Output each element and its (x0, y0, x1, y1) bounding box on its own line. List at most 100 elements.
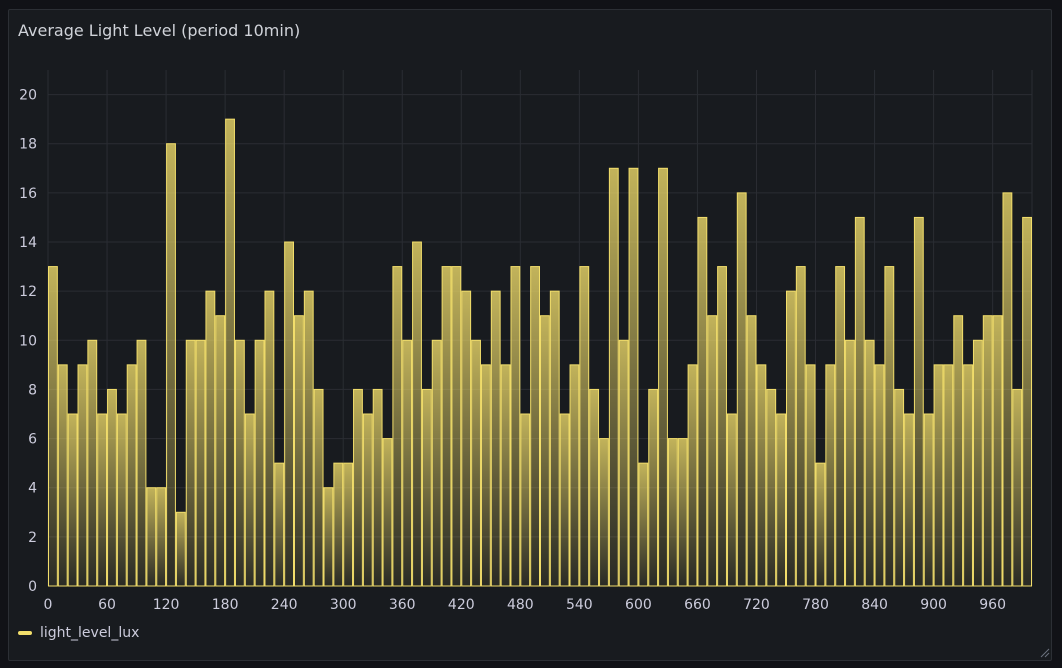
bar[interactable] (963, 364, 973, 587)
bar[interactable] (549, 290, 560, 587)
bar[interactable] (559, 413, 570, 587)
bar[interactable] (382, 438, 393, 587)
bar[interactable] (1012, 388, 1023, 587)
bar[interactable] (471, 339, 481, 587)
resize-handle-icon[interactable] (1040, 648, 1050, 658)
bar[interactable] (530, 266, 540, 587)
bar[interactable] (97, 413, 108, 587)
bar[interactable] (136, 339, 147, 587)
bar[interactable] (1002, 192, 1013, 587)
bar[interactable] (953, 315, 964, 587)
bar[interactable] (87, 339, 98, 587)
bar[interactable] (274, 462, 285, 587)
bar[interactable] (234, 339, 245, 587)
bar[interactable] (618, 339, 629, 587)
bar[interactable] (894, 388, 905, 587)
bar[interactable] (717, 266, 727, 587)
bar[interactable] (480, 364, 491, 587)
bar[interactable] (323, 487, 334, 587)
bar[interactable] (835, 266, 846, 587)
bar[interactable] (933, 364, 944, 587)
bar[interactable] (205, 290, 216, 587)
bar[interactable] (825, 364, 836, 587)
bar[interactable] (795, 266, 806, 587)
bar[interactable] (166, 143, 176, 587)
bar[interactable] (116, 413, 127, 587)
bar[interactable] (520, 413, 531, 587)
bar[interactable] (372, 388, 383, 587)
bar[interactable] (303, 290, 314, 587)
bar[interactable] (353, 388, 363, 587)
bar[interactable] (923, 413, 934, 587)
bar[interactable] (579, 266, 590, 587)
bar[interactable] (845, 339, 855, 587)
bar[interactable] (225, 118, 235, 587)
bar[interactable] (215, 315, 226, 587)
bar[interactable] (431, 339, 442, 587)
bar[interactable] (786, 290, 796, 587)
bar[interactable] (313, 388, 324, 587)
bar[interactable] (569, 364, 580, 587)
bar[interactable] (185, 339, 196, 587)
bar[interactable] (490, 290, 501, 587)
bar[interactable] (677, 438, 688, 587)
bar[interactable] (461, 290, 472, 587)
bar[interactable] (982, 315, 993, 587)
bar[interactable] (658, 167, 668, 587)
bar[interactable] (402, 339, 413, 587)
bar[interactable] (343, 462, 354, 587)
bar[interactable] (510, 266, 521, 587)
bar[interactable] (599, 438, 609, 587)
bar[interactable] (156, 487, 167, 587)
bar[interactable] (333, 462, 344, 587)
bar[interactable] (57, 364, 68, 587)
bar[interactable] (421, 388, 432, 587)
bar[interactable] (500, 364, 511, 587)
legend[interactable]: light_level_lux (18, 625, 139, 641)
bar[interactable] (972, 339, 983, 587)
bar[interactable] (451, 266, 462, 587)
bar[interactable] (815, 462, 826, 587)
bar[interactable] (874, 364, 885, 587)
bar[interactable] (195, 339, 206, 587)
bar[interactable] (392, 266, 403, 587)
bar[interactable] (608, 167, 619, 587)
bar[interactable] (589, 388, 600, 587)
bar[interactable] (48, 266, 58, 587)
bar[interactable] (648, 388, 659, 587)
bar[interactable] (107, 388, 117, 587)
bar[interactable] (412, 241, 422, 587)
bar[interactable] (264, 290, 275, 587)
bar[interactable] (638, 462, 649, 587)
bar[interactable] (441, 266, 452, 587)
bar[interactable] (1022, 216, 1032, 587)
legend-label[interactable]: light_level_lux (40, 625, 140, 641)
bar[interactable] (77, 364, 88, 587)
bar[interactable] (992, 315, 1003, 587)
bar[interactable] (854, 216, 865, 587)
bar[interactable] (746, 315, 757, 587)
bar[interactable] (904, 413, 914, 587)
bar[interactable] (884, 266, 895, 587)
bar[interactable] (67, 413, 78, 587)
panel-title[interactable]: Average Light Level (period 10min) (18, 21, 301, 40)
bar[interactable] (175, 511, 186, 587)
bar[interactable] (126, 364, 137, 587)
bar[interactable] (864, 339, 875, 587)
bar[interactable] (726, 413, 737, 587)
bar[interactable] (244, 413, 255, 587)
bar[interactable] (540, 315, 550, 587)
bar[interactable] (943, 364, 954, 587)
bar[interactable] (294, 315, 304, 587)
bar[interactable] (776, 413, 786, 587)
bar[interactable] (707, 315, 718, 587)
bar[interactable] (628, 167, 639, 587)
bar[interactable] (667, 438, 678, 587)
bar[interactable] (756, 364, 767, 587)
bar[interactable] (805, 364, 816, 587)
bar[interactable] (913, 216, 924, 587)
bar[interactable] (766, 388, 777, 587)
bar[interactable] (697, 216, 708, 587)
bar[interactable] (687, 364, 698, 587)
bar[interactable] (362, 413, 373, 587)
